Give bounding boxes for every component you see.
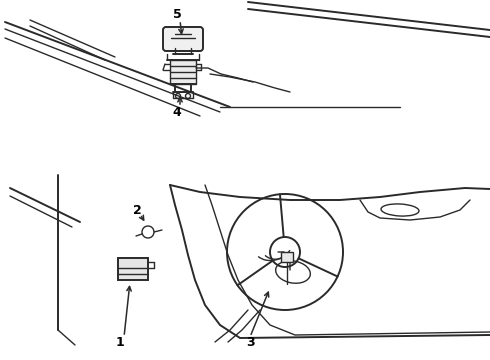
FancyBboxPatch shape xyxy=(170,60,196,84)
Text: 3: 3 xyxy=(245,336,254,348)
FancyBboxPatch shape xyxy=(163,27,203,51)
FancyBboxPatch shape xyxy=(281,252,293,262)
Text: 4: 4 xyxy=(172,105,181,118)
FancyBboxPatch shape xyxy=(118,258,148,280)
Text: 1: 1 xyxy=(116,336,124,348)
Text: 2: 2 xyxy=(133,203,142,216)
Text: 5: 5 xyxy=(172,9,181,22)
